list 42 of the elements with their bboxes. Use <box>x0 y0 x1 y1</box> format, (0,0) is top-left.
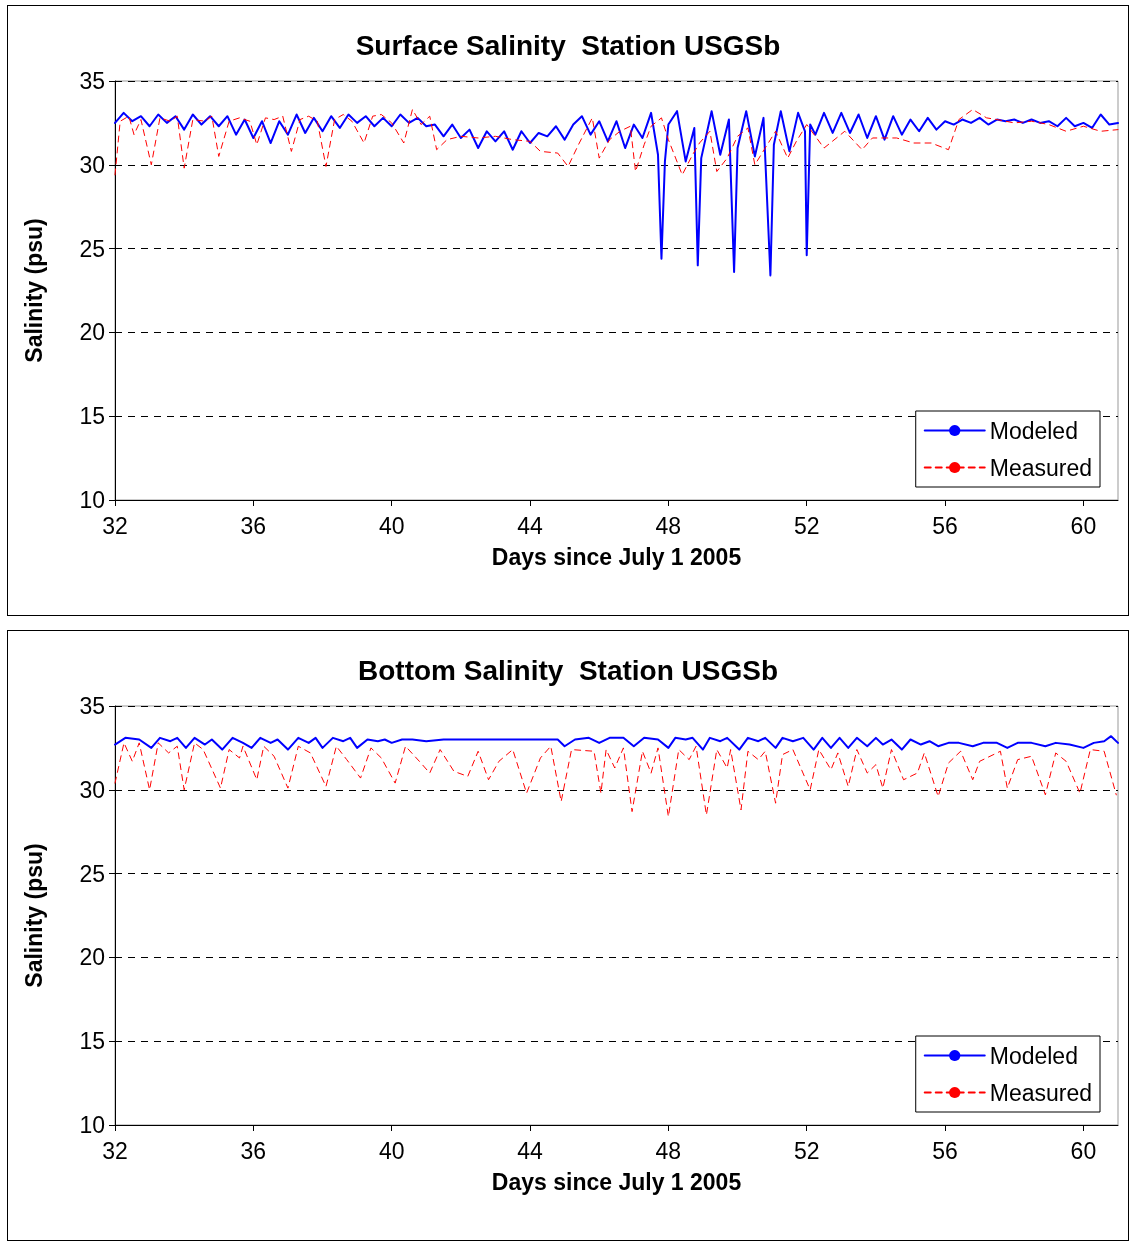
x-tick-label: 56 <box>932 512 958 539</box>
x-tick-label: 52 <box>793 1137 820 1164</box>
x-axis-title: Days since July 1 2005 <box>491 1168 742 1195</box>
y-tick-label: 15 <box>79 1028 105 1055</box>
legend-label: Measured <box>989 454 1093 481</box>
line-series <box>114 742 1117 818</box>
x-tick-label: 36 <box>240 1137 267 1164</box>
x-tick-label: 48 <box>655 1137 682 1164</box>
y-tick-label: 35 <box>79 68 105 94</box>
y-tick-label: 10 <box>79 487 105 513</box>
legend-label: Modeled <box>989 1042 1078 1069</box>
legend-label: Measured <box>989 1079 1093 1106</box>
x-tick-label: 60 <box>1070 1137 1097 1164</box>
x-tick-label: 40 <box>378 512 405 539</box>
x-tick-label: 32 <box>102 1137 128 1164</box>
y-tick-label: 15 <box>79 403 105 430</box>
x-tick-label: 40 <box>378 1137 405 1164</box>
x-tick-label: 44 <box>517 512 544 539</box>
y-tick-label: 30 <box>79 776 105 803</box>
x-tick-label: 52 <box>793 512 820 539</box>
y-tick-label: 20 <box>79 319 105 346</box>
y-tick-label: 30 <box>79 151 105 178</box>
y-axis-title: Salinity (psu) <box>20 218 47 363</box>
y-tick-label: 25 <box>79 235 105 262</box>
x-tick-label: 48 <box>655 512 682 539</box>
chart-title: Surface Salinity Station USGSb <box>355 29 781 61</box>
chart-title: Bottom Salinity Station USGSb <box>357 654 779 686</box>
x-tick-label: 32 <box>102 512 128 539</box>
x-axis-title: Days since July 1 2005 <box>491 543 742 570</box>
x-tick-label: 56 <box>932 1137 958 1164</box>
y-tick-label: 35 <box>79 693 105 719</box>
legend-label: Modeled <box>989 417 1078 444</box>
x-tick-label: 44 <box>517 1137 544 1164</box>
y-tick-label: 10 <box>79 1112 105 1138</box>
x-tick-label: 36 <box>240 512 267 539</box>
y-tick-label: 25 <box>79 860 105 887</box>
line-series <box>114 108 1119 176</box>
x-tick-label: 60 <box>1070 512 1097 539</box>
y-axis-title: Salinity (psu) <box>20 843 47 988</box>
line-series <box>114 110 1119 277</box>
line-series <box>114 735 1119 751</box>
y-tick-label: 20 <box>79 944 105 971</box>
